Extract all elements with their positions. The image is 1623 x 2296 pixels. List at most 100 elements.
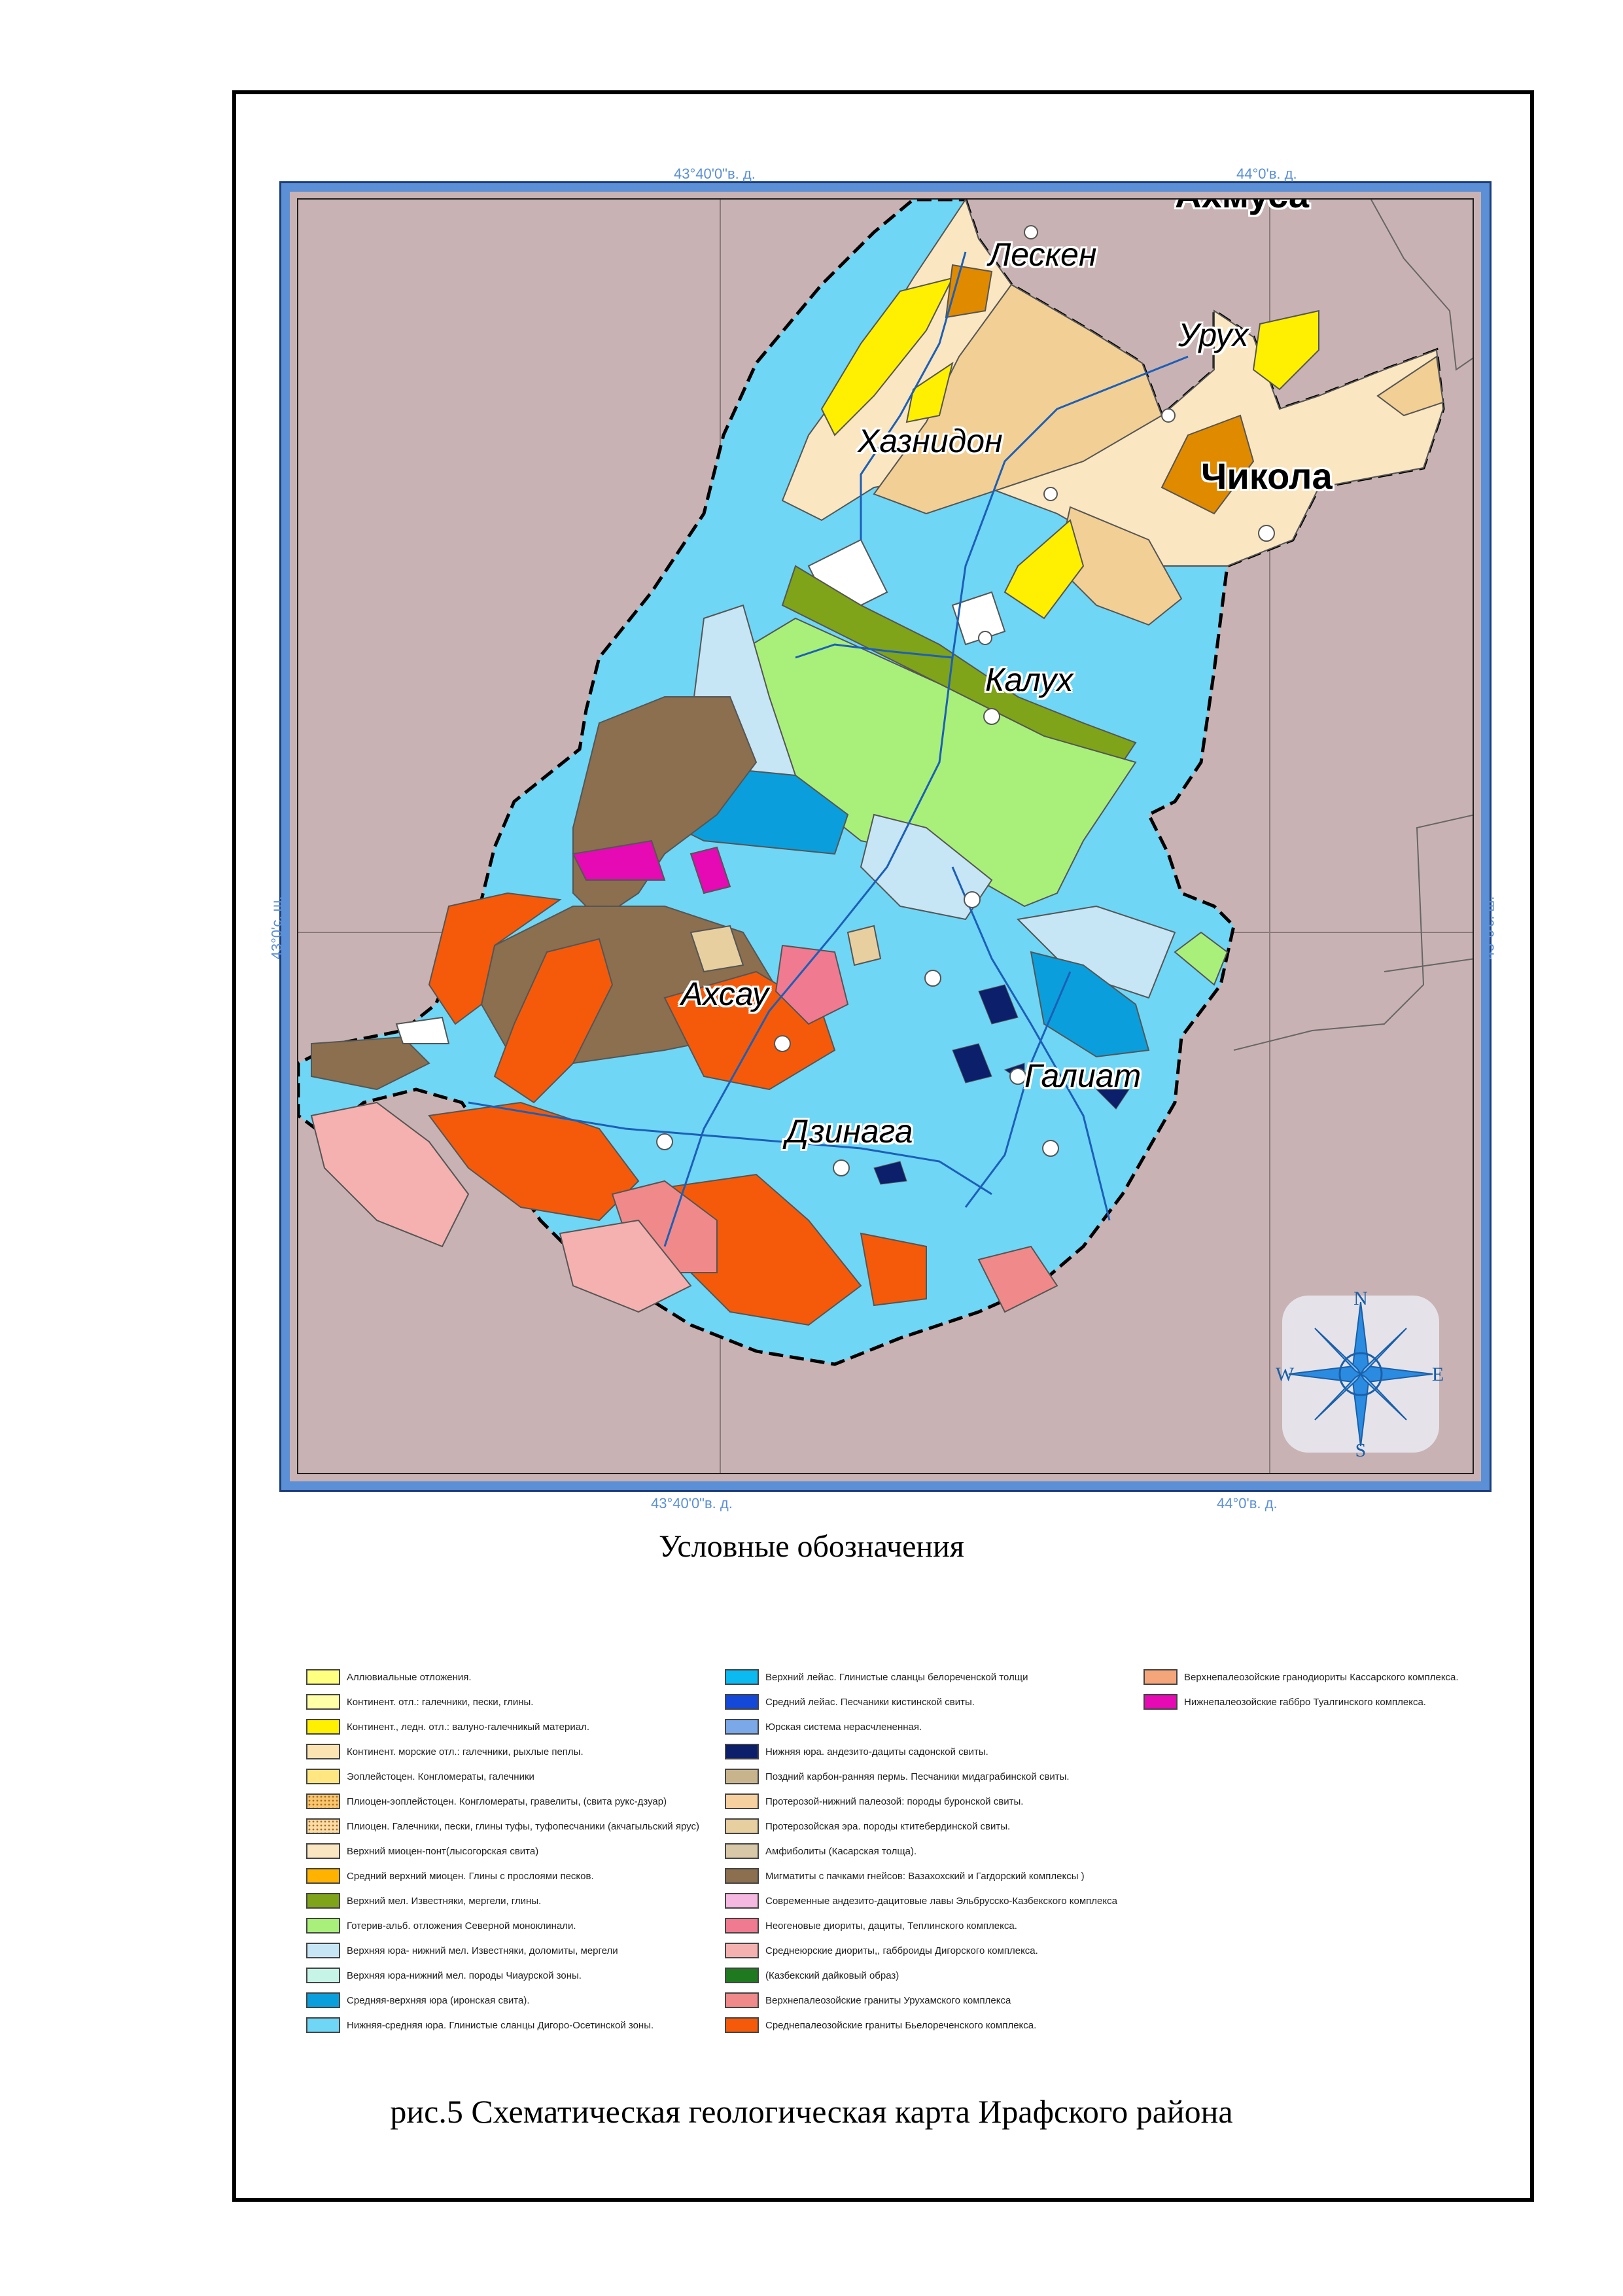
unit-granite [428,892,562,1025]
legend-swatch [306,1744,340,1759]
legend-swatch [1143,1669,1178,1685]
legend-item: Аллювиальные отложения. [306,1665,699,1689]
legend-label: Плиоцен. Галечники, пески, глины туфы, т… [347,1820,699,1832]
legend-swatch [306,1818,340,1834]
legend-swatch [306,1943,340,1958]
legend-item: Верхнепалеозойские гранодиориты Кассарск… [1143,1665,1459,1689]
place-akhsau: Ахсау [681,976,769,1012]
legend-item: Готерив-альб. отложения Северной монокли… [306,1913,699,1938]
legend-swatch [306,1719,340,1735]
legend-item: Эоплейстоцен. Конгломераты, галечники [306,1764,699,1789]
unit-cretaceous [781,565,1137,764]
legend-label: Нижняя юра. андезито-дациты садонской св… [765,1746,988,1757]
place-urukh: Урух [1178,317,1249,353]
legend-swatch [725,1893,759,1909]
coord-bottom-right: 44°0'в. д. [1217,1495,1278,1511]
legend-label: Средняя-верхняя юра (иронская свита). [347,1994,530,2006]
legend-swatch [725,1818,759,1834]
page-frame [232,90,1534,2202]
legend-swatch [725,1943,759,1958]
geologic-map[interactable]: Лескен Урух Хазнидон Чикола Калух Ахсау … [297,198,1474,1474]
legend-swatch [725,1744,759,1759]
legend-item: Верхнепалеозойские граниты Урухамского к… [725,1988,1117,2013]
coord-top-left: 43°40'0"в. д. [674,166,756,182]
legend-item: Континент. морские отл.: галечники, рыхл… [306,1739,699,1764]
legend-swatch [725,1992,759,2008]
legend-column-1: Аллювиальные отложения. Континент. отл.: … [306,1665,699,2038]
legend-item: Поздний карбон-ранняя пермь. Песчаники м… [725,1764,1117,1789]
legend-item: Средний лейас. Песчаники кистинской свит… [725,1689,1117,1714]
admin-boundaries [1233,200,1473,1051]
legend-swatch [725,1669,759,1685]
place-top-cut: Ахмуса [1175,200,1309,216]
legend-label: Верхняя юра-нижний мел. породы Чиаурской… [347,1969,582,1981]
legend-swatch [306,1893,340,1909]
legend-label: Средний верхний миоцен. Глины с прослоям… [347,1870,594,1882]
legend-label: Верхний миоцен-понт(лысогорская свита) [347,1845,539,1857]
legend-item: Средняя-верхняя юра (иронская свита). [306,1988,699,2013]
legend-label: (Казбекский дайковый образ) [765,1969,899,1981]
legend-label: Верхний лейас. Глинистые сланцы белорече… [765,1671,1028,1683]
legend-item: Верхний миоцен-понт(лысогорская свита) [306,1839,699,1863]
legend-swatch [306,1769,340,1784]
legend-item: Континент., ледн. отл.: валуно-галечникы… [306,1714,699,1739]
place-khaznidon: Хазнидон [858,423,1003,459]
map-geology-svg [298,200,1473,1473]
legend-label: Верхнепалеозойские гранодиориты Кассарск… [1184,1671,1459,1683]
legend-label: Верхнепалеозойские граниты Урухамского к… [765,1994,1011,2006]
legend-label: Современные андезито-дацитовые лавы Эльб… [765,1895,1117,1907]
unit-glacial [820,277,954,436]
legend-label: Нижнепалеозойские габбро Туалгинского ко… [1184,1696,1426,1708]
legend-item: Неогеновые диориты, дациты, Теплинского … [725,1913,1117,1938]
legend-label: Нижняя-средняя юра. Глинистые сланцы Диг… [347,2019,654,2031]
legend-label: Плиоцен-эоплейстоцен. Конгломераты, грав… [347,1795,667,1807]
compass-n: N [1353,1289,1368,1309]
legend-item: Плиоцен. Галечники, пески, глины туфы, т… [306,1814,699,1839]
place-kalukh: Калух [985,662,1073,698]
coord-top-right: 44°0'в. д. [1236,166,1297,182]
legend-swatch [306,1694,340,1710]
legend-swatch [306,1992,340,2008]
legend-item: Континент. отл.: галечники, пески, глины… [306,1689,699,1714]
legend-item: Средний верхний миоцен. Глины с прослоям… [306,1863,699,1888]
legend-title: Условные обозначения [659,1529,964,1564]
legend-label: Аллювиальные отложения. [347,1671,472,1683]
legend-item: Нижняя юра. андезито-дациты садонской св… [725,1739,1117,1764]
legend-item: Мигматиты с пачками гнейсов: Вазахохский… [725,1863,1117,1888]
place-chikola: Чикола [1201,455,1333,497]
legend-label: Амфиболиты (Касарская толща). [765,1845,917,1857]
unit-orange [945,264,993,319]
legend-swatch [725,2017,759,2033]
legend-item: Протерозой-нижний палеозой: породы бурон… [725,1789,1117,1814]
legend-label: Протерозойская эра. породы ктитебердинск… [765,1820,1011,1832]
legend-label: Континент. морские отл.: галечники, рыхл… [347,1746,584,1757]
legend-item: Нижнепалеозойские габбро Туалгинского ко… [1143,1689,1459,1714]
compass-s: S [1355,1439,1367,1459]
legend-swatch [725,1918,759,1934]
legend-item: Нижняя-средняя юра. Глинистые сланцы Диг… [306,2013,699,2038]
legend-swatch [306,2017,340,2033]
legend-column-3: Верхнепалеозойские гранодиориты Кассарск… [1143,1665,1459,1714]
unit-lower-jura [873,984,1130,1185]
legend-label: Верхняя юра- нижний мел. Известняки, дол… [347,1945,618,1956]
legend-swatch [1143,1694,1178,1710]
rivers [468,251,1189,1247]
legend-swatch [306,1868,340,1884]
unit-gabbro [572,839,666,881]
legend-item: Среднепалеозойские граниты Бьелореченско… [725,2013,1117,2038]
legend-label: Эоплейстоцен. Конгломераты, галечники [347,1771,534,1782]
legend-item: Среднеюрские диориты,, габброиды Дигорск… [725,1938,1117,1963]
legend-label: Верхний мел. Известняки, мергели, глины. [347,1895,542,1907]
legend-swatch [306,1669,340,1685]
legend-item: Верхний лейас. Глинистые сланцы белорече… [725,1665,1117,1689]
legend-label: Готерив-альб. отложения Северной монокли… [347,1920,576,1932]
legend-swatch [725,1769,759,1784]
legend-item: (Казбекский дайковый образ) [725,1963,1117,1988]
legend-label: Неогеновые диориты, дациты, Теплинского … [765,1920,1017,1932]
legend-item: Юрская система нерасчлененная. [725,1714,1117,1739]
legend-swatch [725,1793,759,1809]
legend-label: Протерозой-нижний палеозой: породы бурон… [765,1795,1024,1807]
legend-swatch [306,1793,340,1809]
legend-swatch [306,1843,340,1859]
legend-label: Средний лейас. Песчаники кистинской свит… [765,1696,975,1708]
